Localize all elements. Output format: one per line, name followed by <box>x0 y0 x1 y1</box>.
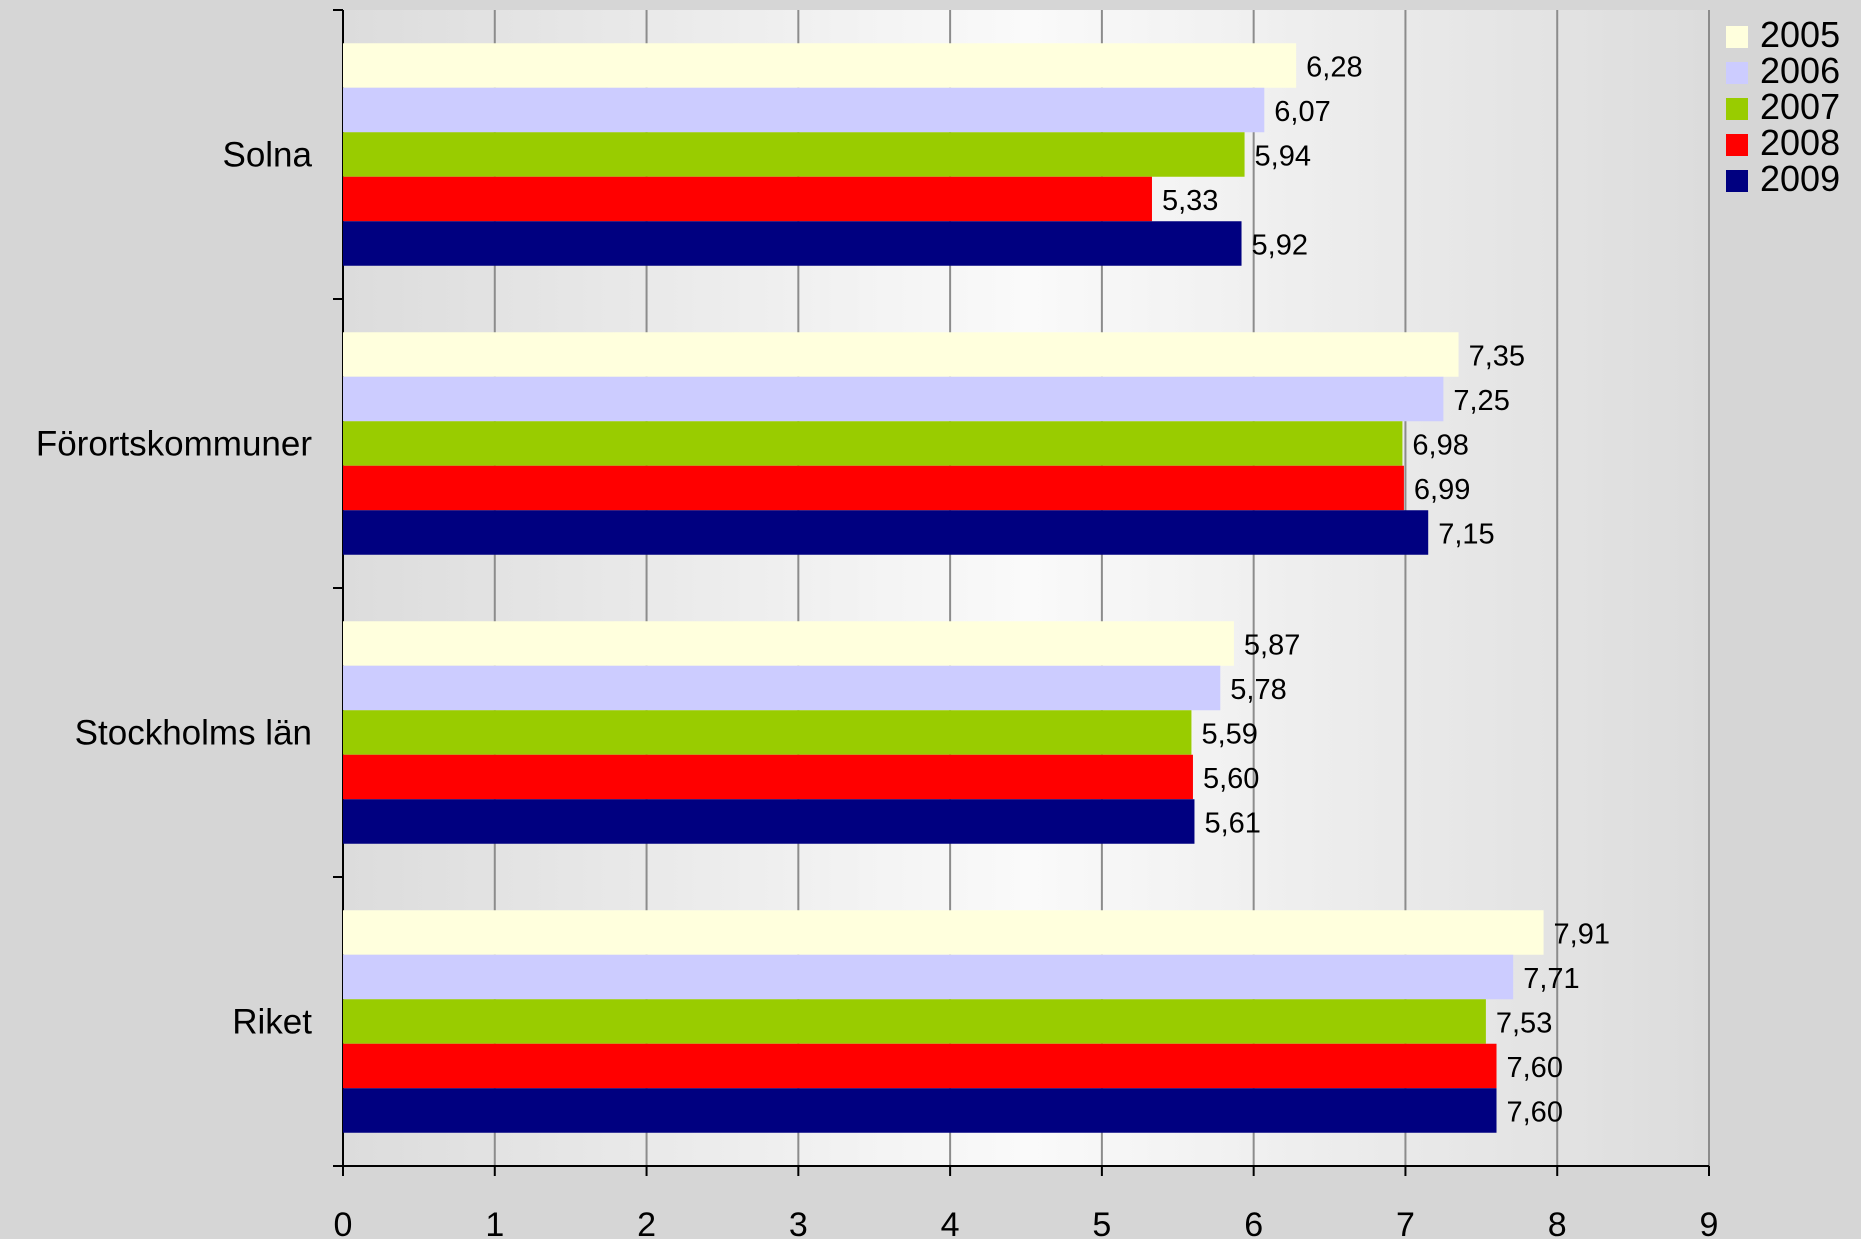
x-tick-label: 8 <box>1548 1206 1567 1239</box>
data-label: 6,98 <box>1412 430 1468 462</box>
bar <box>343 999 1486 1044</box>
x-tick-label: 6 <box>1244 1206 1263 1239</box>
bar <box>343 510 1429 555</box>
x-tick-label: 5 <box>1092 1206 1111 1239</box>
bar <box>343 910 1544 955</box>
category-label: Riket <box>232 1003 312 1042</box>
x-tick-label: 9 <box>1700 1206 1719 1239</box>
data-label: 5,33 <box>1162 185 1218 217</box>
bar <box>343 465 1404 511</box>
data-label: 7,53 <box>1496 1008 1552 1040</box>
data-label: 6,28 <box>1306 52 1362 84</box>
x-tick-label: 2 <box>637 1206 656 1239</box>
legend-label: 2009 <box>1760 158 1840 199</box>
data-label: 5,87 <box>1244 630 1300 662</box>
bar <box>343 710 1192 755</box>
legend-swatch <box>1726 26 1748 48</box>
legend-label: 2005 <box>1760 14 1840 55</box>
bar <box>343 665 1221 711</box>
x-tick-label: 0 <box>334 1206 353 1239</box>
legend-swatch <box>1726 170 1748 192</box>
bar <box>343 421 1403 466</box>
bar <box>343 87 1265 133</box>
data-label: 5,94 <box>1255 141 1311 173</box>
bar <box>343 332 1459 377</box>
category-label: Solna <box>222 136 312 175</box>
data-label: 6,99 <box>1414 474 1470 506</box>
bar <box>343 43 1297 88</box>
data-label: 7,25 <box>1453 385 1509 417</box>
data-label: 5,60 <box>1203 763 1259 795</box>
x-tick-label: 1 <box>485 1206 504 1239</box>
legend-swatch <box>1726 62 1748 84</box>
bar <box>343 176 1152 222</box>
legend-label: 2007 <box>1760 86 1840 127</box>
bar <box>343 621 1234 666</box>
bar <box>343 754 1193 800</box>
bar <box>343 132 1245 177</box>
data-label: 6,07 <box>1274 96 1330 128</box>
legend-label: 2006 <box>1760 50 1840 91</box>
data-label: 5,92 <box>1252 230 1308 262</box>
data-label: 7,71 <box>1523 963 1579 995</box>
bar <box>343 954 1514 1000</box>
data-label: 7,60 <box>1507 1052 1563 1084</box>
legend-label: 2008 <box>1760 122 1840 163</box>
data-label: 5,61 <box>1204 808 1260 840</box>
data-label: 7,91 <box>1554 919 1610 951</box>
legend-swatch <box>1726 134 1748 156</box>
category-label: Stockholms län <box>75 714 312 753</box>
bar <box>343 221 1242 266</box>
data-label: 7,15 <box>1438 519 1494 551</box>
data-label: 7,35 <box>1469 341 1525 373</box>
data-label: 5,78 <box>1230 674 1286 706</box>
x-tick-label: 4 <box>941 1206 960 1239</box>
category-label: Förortskommuner <box>36 425 313 464</box>
data-label: 7,60 <box>1507 1097 1563 1129</box>
data-label: 5,59 <box>1201 719 1257 751</box>
bar <box>343 376 1444 422</box>
bar <box>343 799 1195 844</box>
bar <box>343 1043 1497 1089</box>
x-tick-label: 7 <box>1396 1206 1415 1239</box>
bar <box>343 1088 1497 1133</box>
legend-swatch <box>1726 98 1748 120</box>
x-tick-label: 3 <box>789 1206 808 1239</box>
